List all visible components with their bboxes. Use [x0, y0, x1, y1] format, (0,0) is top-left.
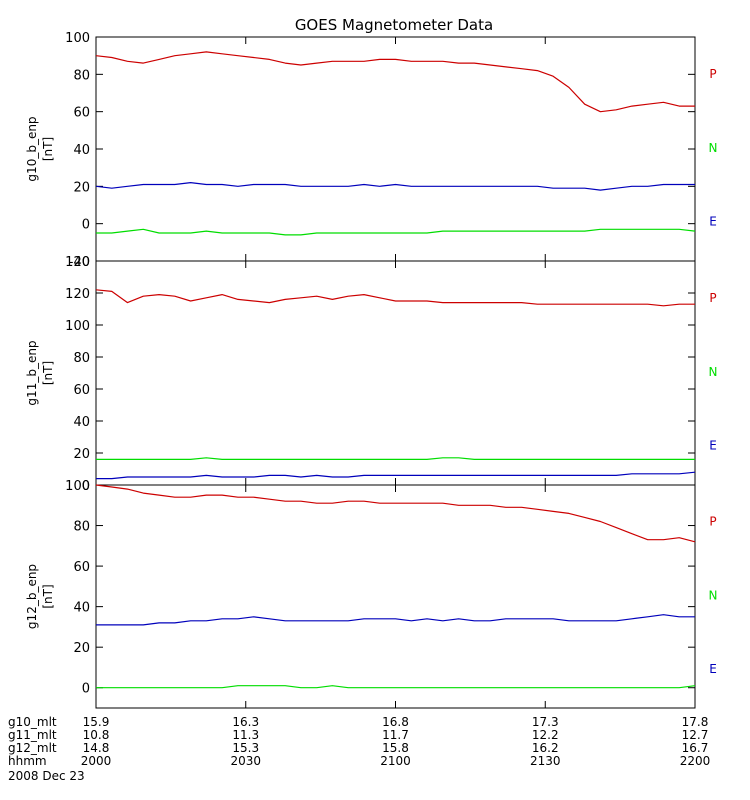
chart-title: GOES Magnetometer Data — [295, 16, 493, 34]
mlt-value: 16.3 — [232, 715, 259, 729]
panel-1: -20 0 20 40 60 80 100 g10_b_enp [nT] P N E — [25, 31, 717, 270]
y-tick-label: 100 — [65, 319, 90, 334]
legend-n: N — [709, 588, 718, 602]
y-tick-label: 100 — [65, 479, 90, 494]
y-tick-label: 20 — [73, 447, 90, 462]
mlt-value: 2030 — [230, 754, 261, 768]
y-axis-label: g10_b_enp — [25, 116, 39, 181]
y-tick-label: 120 — [65, 287, 90, 302]
mlt-value: 15.8 — [382, 741, 409, 755]
legend-e: E — [709, 662, 717, 676]
y-tick-label: 20 — [73, 641, 90, 656]
mlt-row-label: hhmm — [8, 754, 47, 768]
mlt-value: 15.3 — [232, 741, 259, 755]
y-tick-label: 80 — [73, 351, 90, 366]
y-tick-label: 0 — [82, 218, 90, 233]
mlt-value: 10.8 — [83, 728, 110, 742]
y-tick-label: 60 — [73, 383, 90, 398]
panel-3: 0 20 40 60 80 100 g12_b_enp [nT] P N E — [25, 479, 718, 709]
series-p-line — [95, 51, 695, 113]
y-tick-label: 0 — [82, 682, 90, 697]
series-n-line — [96, 685, 696, 689]
legend-e: E — [709, 215, 717, 229]
legend-p: P — [709, 515, 716, 529]
y-tick-label: 40 — [73, 415, 90, 430]
panel-2: 0 20 40 60 80 100 120 140 g11_b_enp [nT] P N E — [25, 255, 717, 494]
y-axis-label: g11_b_enp — [25, 340, 39, 405]
y-tick-label: 100 — [65, 31, 90, 46]
mlt-value: 12.7 — [682, 728, 709, 742]
mlt-value: 16.7 — [682, 741, 709, 755]
legend-n: N — [709, 141, 718, 155]
y-tick-label: 40 — [73, 601, 90, 616]
y-tick-label: -20 — [69, 255, 90, 270]
y-tick-label: 0 — [82, 479, 90, 494]
y-tick-label: 80 — [73, 520, 90, 535]
panel-frame — [95, 260, 696, 486]
y-tick-label: 80 — [73, 68, 90, 83]
legend-e: E — [709, 439, 717, 453]
mlt-value: 11.7 — [382, 728, 409, 742]
mlt-value: 16.2 — [532, 741, 559, 755]
mlt-row-label: g12_mlt — [8, 741, 57, 755]
mlt-row-label: g11_mlt — [8, 728, 57, 742]
mlt-table: g10_mlt 15.9 16.3 16.8 17.3 17.8 g11_mlt 10.8 11… — [8, 715, 710, 768]
y-axis-units: [nT] — [41, 361, 55, 385]
legend-n: N — [709, 365, 718, 379]
series-p-line — [95, 289, 695, 307]
panel-frame — [95, 36, 696, 262]
y-tick-label: 40 — [73, 143, 90, 158]
series-e-line — [96, 614, 695, 626]
mlt-value: 17.3 — [532, 715, 559, 729]
y-tick-label: 60 — [73, 560, 90, 575]
mlt-value: 14.8 — [83, 741, 110, 755]
mlt-value: 15.9 — [83, 715, 110, 729]
legend-p: P — [709, 67, 716, 81]
y-tick-label: 140 — [65, 255, 90, 270]
mlt-value: 2100 — [380, 754, 411, 768]
mlt-value: 2000 — [81, 754, 112, 768]
mlt-value: 2130 — [530, 754, 561, 768]
series-n-line — [96, 228, 696, 236]
panel-frame — [95, 484, 696, 709]
series-p-line — [95, 484, 696, 543]
y-axis-label: g12_b_enp — [25, 564, 39, 629]
date-label: 2008 Dec 23 — [8, 769, 85, 783]
mlt-value: 12.2 — [532, 728, 559, 742]
series-e-line — [96, 471, 696, 480]
mlt-value: 16.8 — [382, 715, 409, 729]
series-n-line — [96, 457, 695, 460]
y-tick-label: 60 — [73, 106, 90, 121]
y-tick-label: 20 — [73, 180, 90, 195]
mlt-value: 11.3 — [232, 728, 259, 742]
y-axis-units: [nT] — [41, 137, 55, 161]
y-axis-units: [nT] — [41, 584, 55, 608]
series-e-line — [95, 182, 695, 191]
mlt-value: 2200 — [680, 754, 711, 768]
legend-p: P — [709, 291, 716, 305]
mlt-row-label: g10_mlt — [8, 715, 57, 729]
mlt-value: 17.8 — [682, 715, 709, 729]
